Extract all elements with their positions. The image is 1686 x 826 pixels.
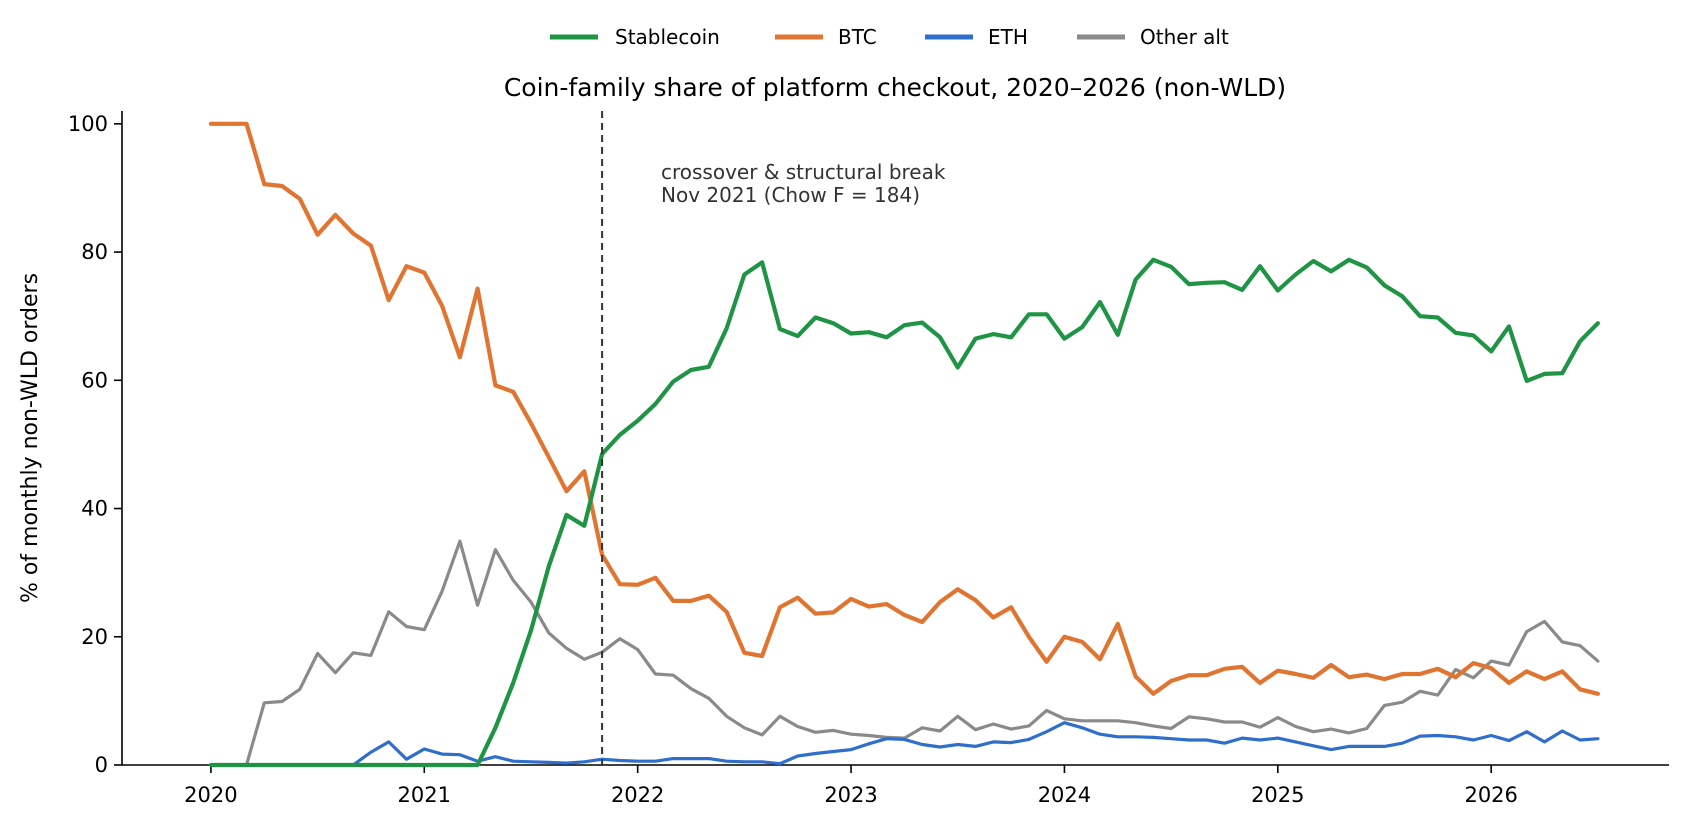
x-tick-label: 2023 <box>824 783 877 807</box>
annotation-line-1: crossover & structural break <box>661 160 946 184</box>
series-line-other-alt <box>209 539 1600 767</box>
y-tick-label: 40 <box>81 497 108 521</box>
series-line-btc <box>208 121 1601 696</box>
y-tick-label: 80 <box>81 240 108 264</box>
series-lines <box>208 121 1601 768</box>
legend-label-eth: ETH <box>988 25 1028 49</box>
x-tick-label: 2026 <box>1464 783 1517 807</box>
y-tick-label: 0 <box>95 753 108 777</box>
x-ticks: 2020 2021 2022 2023 2024 2025 2026 <box>184 765 1518 807</box>
x-tick-label: 2021 <box>398 783 451 807</box>
y-ticks: 0 20 40 60 80 100 <box>68 112 122 777</box>
annotation-line-2: Nov 2021 (Chow F = 184) <box>661 183 920 207</box>
x-tick-label: 2022 <box>611 783 664 807</box>
legend-label-other-alt: Other alt <box>1140 25 1229 49</box>
legend-label-btc: BTC <box>838 25 877 49</box>
y-axis-label: % of monthly non-WLD orders <box>18 273 43 603</box>
y-tick-label: 60 <box>81 368 108 392</box>
x-tick-label: 2025 <box>1251 783 1304 807</box>
series-line-stablecoin <box>208 257 1601 768</box>
legend: Stablecoin BTC ETH Other alt <box>550 25 1229 49</box>
y-tick-label: 100 <box>68 112 108 136</box>
x-tick-label: 2024 <box>1038 783 1091 807</box>
chart-title: Coin-family share of platform checkout, … <box>504 73 1286 102</box>
y-tick-label: 20 <box>81 625 108 649</box>
series-line-eth <box>209 721 1600 767</box>
legend-label-stablecoin: Stablecoin <box>615 25 720 49</box>
x-tick-label: 2020 <box>184 783 237 807</box>
